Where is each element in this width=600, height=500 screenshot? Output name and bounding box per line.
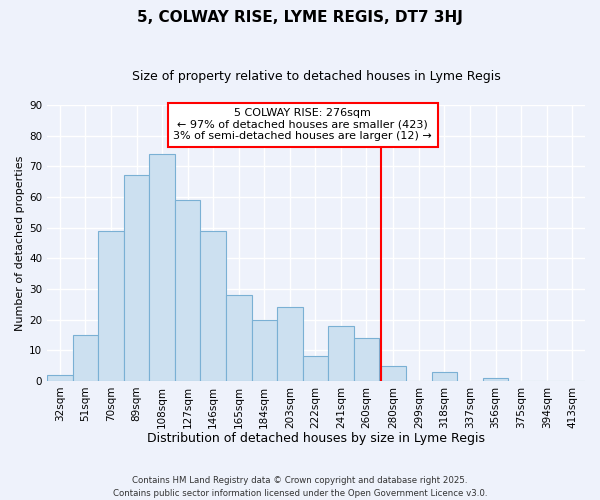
Bar: [251, 320, 277, 381]
Bar: [98, 230, 124, 381]
Bar: [328, 326, 354, 381]
Title: Size of property relative to detached houses in Lyme Regis: Size of property relative to detached ho…: [132, 70, 500, 83]
Bar: [200, 230, 226, 381]
Bar: [277, 308, 302, 381]
Bar: [302, 356, 328, 381]
Bar: [483, 378, 508, 381]
Bar: [175, 200, 200, 381]
Bar: [124, 176, 149, 381]
Bar: [354, 338, 379, 381]
Text: 5 COLWAY RISE: 276sqm
← 97% of detached houses are smaller (423)
3% of semi-deta: 5 COLWAY RISE: 276sqm ← 97% of detached …: [173, 108, 432, 142]
Bar: [47, 374, 73, 381]
Bar: [380, 366, 406, 381]
Bar: [73, 335, 98, 381]
Bar: [432, 372, 457, 381]
Bar: [149, 154, 175, 381]
Text: 5, COLWAY RISE, LYME REGIS, DT7 3HJ: 5, COLWAY RISE, LYME REGIS, DT7 3HJ: [137, 10, 463, 25]
Bar: [226, 295, 251, 381]
Y-axis label: Number of detached properties: Number of detached properties: [15, 155, 25, 330]
X-axis label: Distribution of detached houses by size in Lyme Regis: Distribution of detached houses by size …: [147, 432, 485, 445]
Text: Contains HM Land Registry data © Crown copyright and database right 2025.
Contai: Contains HM Land Registry data © Crown c…: [113, 476, 487, 498]
